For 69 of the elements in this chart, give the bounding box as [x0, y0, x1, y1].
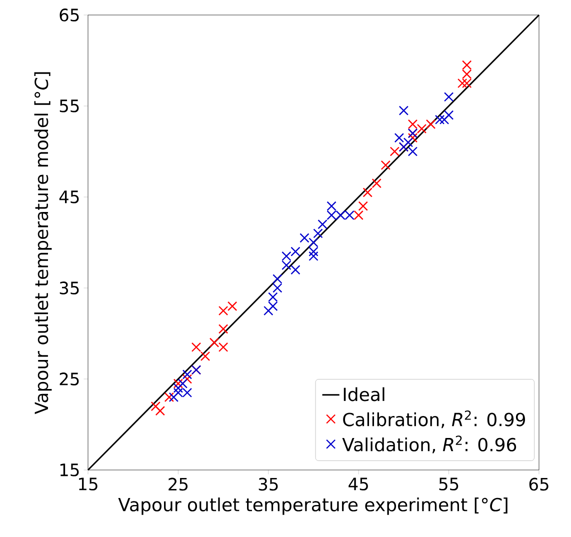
- y-tick-label: 65: [60, 8, 79, 22]
- point: [326, 201, 336, 211]
- x-tick-label: 15: [79, 478, 98, 490]
- point: [272, 283, 282, 293]
- point: [173, 378, 184, 388]
- y-axis-title: Vapour outlet temperature model [°C]: [34, 72, 52, 414]
- point: [227, 301, 238, 312]
- legend-label: Ideal: [344, 387, 384, 402]
- y-tick-label: 25: [60, 372, 79, 386]
- point: [191, 342, 202, 352]
- point: [155, 406, 166, 416]
- point: [462, 60, 472, 70]
- point: [200, 351, 210, 362]
- point: [308, 246, 318, 256]
- legend-label: Calibration, R$^{2}$: 0.99: [343, 410, 526, 428]
- point: [282, 251, 292, 261]
- x-tick-label: 65: [529, 478, 548, 491]
- point: [439, 114, 450, 124]
- point: [408, 146, 418, 156]
- point: [290, 264, 300, 275]
- point: [394, 133, 404, 143]
- point: [300, 233, 310, 243]
- point: [182, 370, 192, 380]
- point: [272, 274, 282, 284]
- x-tick-label: 25: [168, 478, 188, 491]
- point: [457, 78, 468, 88]
- point: [218, 306, 228, 316]
- point: [178, 378, 188, 388]
- point: [403, 138, 414, 148]
- point: [390, 146, 400, 156]
- point: [408, 119, 418, 130]
- point: [282, 260, 292, 270]
- x-tick-label: 55: [439, 478, 458, 490]
- point: [462, 78, 472, 88]
- point: [264, 306, 274, 316]
- y-tick-label: 15: [60, 464, 79, 476]
- point: [268, 301, 278, 312]
- point: [218, 342, 228, 352]
- point: [209, 338, 220, 348]
- point: [444, 110, 454, 120]
- point: [290, 246, 300, 256]
- point: [268, 292, 278, 302]
- legend-label: Validation, R$^{2}$: 0.96: [342, 436, 516, 454]
- point: [218, 324, 228, 334]
- point: [308, 238, 318, 248]
- y-tick-label: 55: [60, 100, 79, 112]
- y-tick-label: 45: [59, 190, 79, 204]
- point: [164, 392, 174, 402]
- x-tick-label: 35: [258, 478, 278, 491]
- point: [168, 392, 179, 402]
- x-tick-label: 45: [348, 478, 368, 490]
- point: [358, 201, 368, 211]
- point: [362, 188, 372, 198]
- point: [173, 383, 184, 393]
- point: [308, 251, 318, 261]
- point: [150, 401, 160, 412]
- point: [462, 69, 472, 79]
- y-tick-label: 35: [60, 282, 79, 294]
- point: [444, 92, 454, 102]
- point: [416, 124, 427, 134]
- x-axis-title: Vapour outlet temperature experiment [°C]: [118, 498, 508, 515]
- point: [318, 219, 328, 230]
- point: [354, 210, 364, 220]
- point: [313, 228, 323, 238]
- point: [372, 178, 382, 188]
- point: [398, 106, 409, 116]
- point: [434, 114, 445, 124]
- point: [380, 160, 390, 170]
- point: [426, 119, 436, 130]
